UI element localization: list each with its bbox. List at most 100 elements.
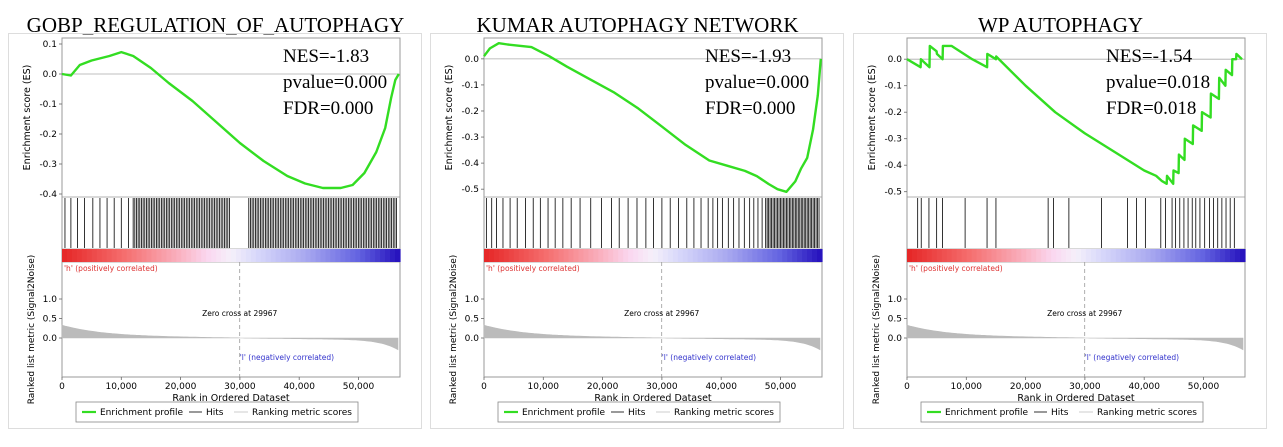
metric-ytick-label: 1.0 bbox=[465, 295, 480, 305]
heatmap-cell bbox=[340, 249, 346, 262]
heatmap-cell bbox=[692, 249, 699, 262]
heatmap-cell bbox=[503, 249, 510, 262]
xtick-label: 10,000 bbox=[951, 382, 983, 392]
es-ytick-label: -0.5 bbox=[461, 185, 479, 195]
heatmap-cell bbox=[772, 249, 778, 262]
heatmap-cell bbox=[648, 249, 654, 262]
nes-value: NES=-1.83 bbox=[283, 46, 370, 67]
xtick-label: 0 bbox=[481, 382, 487, 392]
fdr-value: FDR=0.000 bbox=[705, 98, 796, 119]
heatmap-cell bbox=[1230, 249, 1236, 262]
gsea-panel-3: WP AUTOPHAGY 0.0 -0.1 -0.2 -0.3 -0.4 -0.5 Enri… bbox=[853, 0, 1268, 447]
heatmap-cell bbox=[96, 249, 103, 262]
heatmap-cell bbox=[81, 249, 88, 262]
plot-frame bbox=[61, 37, 401, 378]
heatmap-cell bbox=[797, 249, 803, 262]
heatmap-cell bbox=[1011, 249, 1017, 262]
heatmap-cell bbox=[484, 249, 490, 262]
heatmap-cell bbox=[295, 249, 302, 262]
metric-ylabel: Ranked list metric (Signal2Noise) bbox=[27, 255, 37, 405]
xtick-label: 30,000 bbox=[1069, 382, 1101, 392]
heatmap-cell bbox=[757, 249, 763, 262]
gsea-panel-1: GOBP_REGULATION_OF_AUTOPHAGY 0.1 0.0 -0.1-… bbox=[8, 0, 423, 447]
heatmap-cell bbox=[777, 249, 783, 262]
es-ytick-label: -0.1 bbox=[39, 100, 57, 110]
heatmap-cell bbox=[916, 249, 923, 262]
ranking-metric-area bbox=[483, 324, 821, 351]
heatmap-cell bbox=[533, 249, 540, 262]
heatmap-cell bbox=[1155, 249, 1162, 262]
heatmap-cell bbox=[1105, 249, 1112, 262]
stats-box: NES=-1.54 pvalue=0.018 FDR=0.018 bbox=[1106, 44, 1210, 122]
heatmap-cell bbox=[66, 249, 73, 262]
legend-label-profile: Enrichment profile bbox=[945, 408, 1029, 418]
es-ytick-label: -0.4 bbox=[884, 161, 902, 171]
heatmap-cell bbox=[966, 249, 973, 262]
heatmap-cell bbox=[171, 249, 177, 262]
heatmap-cell bbox=[245, 249, 252, 262]
pvalue-value: pvalue=0.000 bbox=[283, 72, 388, 93]
heatmap-cell bbox=[355, 249, 361, 262]
heatmap-cell bbox=[697, 249, 704, 262]
metric-ytick-label: 0.0 bbox=[888, 334, 903, 344]
heatmap-cell bbox=[226, 249, 232, 262]
xaxis-label: Rank in Ordered Dataset bbox=[594, 393, 712, 404]
heatmap-cell bbox=[385, 249, 391, 262]
heatmap-cell bbox=[812, 249, 818, 262]
heatmap-cell bbox=[250, 249, 257, 262]
es-ylabel: Enrichment score (ES) bbox=[867, 65, 878, 171]
heatmap-cell bbox=[196, 249, 202, 262]
heatmap-cell bbox=[1090, 249, 1097, 262]
metric-ylabel: Ranked list metric (Signal2Noise) bbox=[872, 255, 882, 405]
heatmap-cell bbox=[717, 249, 724, 262]
heatmap-cell bbox=[722, 249, 729, 262]
heatmap-cell bbox=[350, 249, 356, 262]
heatmap-cell bbox=[608, 249, 614, 262]
gsea-plot: 0.0 -0.1 -0.2 -0.3 -0.4 -0.5 Enrichment score … bbox=[430, 33, 844, 429]
heatmap-cell bbox=[553, 249, 560, 262]
heatmap-cell bbox=[235, 249, 242, 262]
heatmap-cell bbox=[365, 249, 371, 262]
heatmap-cell bbox=[538, 249, 545, 262]
legend-label-metric: Ranking metric scores bbox=[674, 408, 774, 418]
hits-group bbox=[64, 198, 397, 248]
heatmap-cell bbox=[201, 249, 207, 262]
heatmap-cell bbox=[907, 249, 913, 262]
heatmap-cell bbox=[1225, 249, 1231, 262]
heatmap-cell bbox=[1071, 249, 1077, 262]
es-ytick-label: -0.2 bbox=[884, 108, 902, 118]
heatmap-cell bbox=[231, 249, 237, 262]
heatmap-cell bbox=[116, 249, 123, 262]
heatmap-cell bbox=[211, 249, 217, 262]
heatmap-cell bbox=[1175, 249, 1181, 262]
heatmap-cell bbox=[1100, 249, 1107, 262]
heatmap-cell bbox=[986, 249, 993, 262]
heatmap-cell bbox=[1205, 249, 1211, 262]
heatmap-cell bbox=[1051, 249, 1057, 262]
es-ylabel: Enrichment score (ES) bbox=[444, 65, 455, 171]
gsea-panel-2: KUMAR AUTOPHAGY NETWORK 0.0 -0.1 -0.2 -0.3-… bbox=[430, 0, 845, 447]
heatmap-cell bbox=[305, 249, 312, 262]
heatmap-cell bbox=[752, 249, 758, 262]
es-ytick-label: -0.2 bbox=[39, 130, 57, 140]
heatmap-cell bbox=[727, 249, 734, 262]
heatmap-cell bbox=[191, 249, 197, 262]
metric-ytick-label: 0.0 bbox=[43, 334, 58, 344]
heatmap-cell bbox=[672, 249, 679, 262]
fdr-value: FDR=0.018 bbox=[1106, 98, 1197, 119]
xtick-label: 0 bbox=[59, 382, 65, 392]
xtick-label: 10,000 bbox=[106, 382, 138, 392]
heatmap-cell bbox=[1190, 249, 1196, 262]
heatmap-cell bbox=[1115, 249, 1122, 262]
heatmap-cell bbox=[111, 249, 118, 262]
es-ytick-label: -0.1 bbox=[884, 82, 902, 92]
heatmap-cell bbox=[260, 249, 267, 262]
xtick-label: 0 bbox=[904, 382, 910, 392]
heatmap-cell bbox=[131, 249, 138, 262]
heatmap-cell bbox=[1120, 249, 1127, 262]
es-ytick-label: -0.3 bbox=[39, 160, 57, 170]
stats-box: NES=-1.83 pvalue=0.000 FDR=0.000 bbox=[283, 44, 387, 122]
heatmap-cell bbox=[315, 249, 322, 262]
heatmap-cell bbox=[956, 249, 963, 262]
heatmap-cell bbox=[687, 249, 694, 262]
